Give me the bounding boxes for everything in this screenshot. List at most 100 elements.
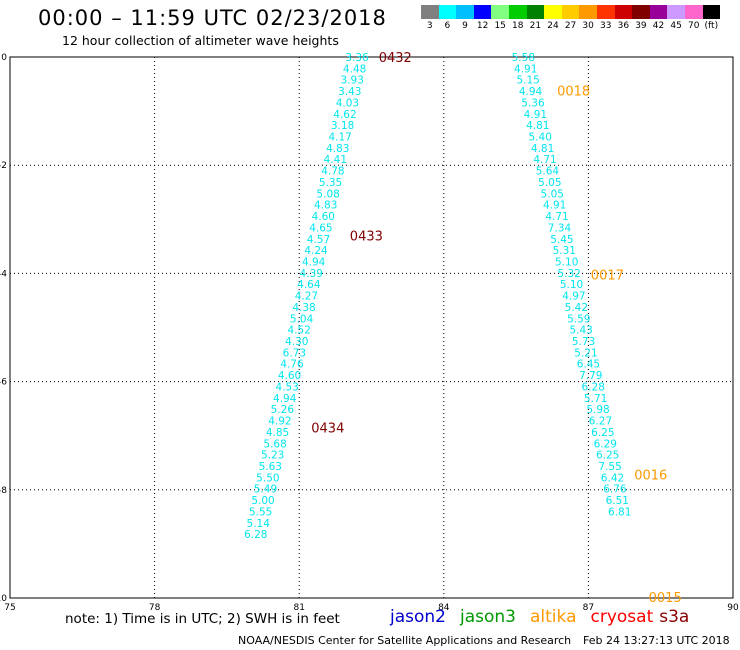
wave-height-value: 4.91	[543, 200, 566, 212]
wave-height-value: 5.58	[512, 52, 535, 64]
legend-item-cryosat: cryosat	[590, 607, 654, 627]
wave-height-value: 3.36	[345, 52, 369, 64]
wave-height-value: 4.71	[545, 211, 568, 223]
wave-height-value: 3.93	[341, 75, 364, 87]
color-scale-label: 30	[582, 21, 594, 31]
wave-height-value: 5.35	[319, 177, 342, 189]
wave-height-value: 4.52	[288, 325, 311, 337]
wave-height-value: 4.24	[304, 245, 328, 257]
color-scale-label: 27	[564, 21, 577, 31]
wave-height-value: 4.27	[295, 291, 318, 303]
color-scale-label: 15	[494, 21, 506, 31]
plot-frame	[9, 56, 734, 599]
wave-height-value: 4.65	[309, 222, 332, 234]
color-swatch	[596, 5, 615, 19]
wave-height-value: 6.25	[591, 427, 614, 439]
color-scale-label: 6	[444, 21, 451, 31]
wave-height-value: 4.94	[273, 393, 297, 405]
color-swatch	[614, 5, 633, 19]
x-tick-label: 78	[149, 603, 161, 613]
color-scale-label: 12	[476, 21, 489, 31]
wave-height-value: 4.81	[526, 120, 549, 132]
x-tick-label: 90	[727, 603, 739, 613]
color-swatch	[438, 5, 457, 19]
wave-height-value: 5.00	[251, 495, 274, 507]
color-scale-label: 21	[529, 21, 542, 31]
color-swatch	[579, 5, 597, 19]
wave-height-value: 4.62	[333, 109, 356, 121]
pass-time-label: 0433	[350, 230, 383, 245]
x-tick-label: 87	[583, 603, 594, 613]
wave-height-value: 5.98	[586, 404, 609, 416]
legend-item-altika: altika	[530, 607, 577, 627]
color-swatch	[508, 5, 527, 19]
wave-height-value: 6.29	[594, 438, 617, 450]
color-swatch	[649, 5, 668, 19]
wave-height-value: 5.10	[555, 256, 578, 268]
color-scale	[421, 5, 721, 19]
wave-height-value: 4.39	[300, 268, 323, 280]
wave-height-value: 4.30	[285, 336, 308, 348]
legend-item-jason2: jason2	[390, 607, 446, 627]
wave-height-value: 5.15	[516, 75, 539, 87]
wave-height-value: 5.04	[290, 313, 314, 325]
color-scale-label: 39	[635, 21, 647, 31]
wave-height-value: 5.10	[560, 279, 583, 291]
wave-height-value: 4.60	[312, 211, 335, 223]
color-swatch	[561, 5, 580, 19]
wave-height-value: 4.91	[524, 109, 547, 121]
wave-height-value: 5.45	[550, 234, 573, 246]
wave-height-value: 6.42	[601, 472, 624, 484]
color-scale-label: 36	[617, 21, 630, 31]
wave-height-value: 5.08	[316, 188, 339, 200]
wave-height-value: 5.71	[584, 393, 607, 405]
color-swatch	[456, 5, 474, 19]
wave-height-value: 5.73	[572, 336, 595, 348]
color-scale-label: 3	[426, 21, 433, 31]
wave-height-value: 5.68	[263, 438, 286, 450]
wave-height-value: 4.78	[321, 166, 344, 178]
y-tick-label: -10	[0, 594, 7, 604]
color-scale-label: 9	[462, 21, 468, 31]
page-title: 00:00 – 11:59 UTC 02/23/2018	[38, 6, 387, 30]
wave-height-value: 3.43	[338, 86, 361, 98]
pass-time-label: 0016	[634, 469, 667, 484]
wave-height-value: 5.50	[256, 472, 279, 484]
wave-height-value: 6.25	[596, 450, 619, 462]
color-scale-label: 70	[687, 21, 700, 31]
wave-height-value: 4.53	[275, 381, 298, 393]
wave-height-value: 7.34	[548, 222, 572, 234]
wave-height-value: 4.60	[278, 370, 301, 382]
color-swatch	[544, 5, 562, 19]
wave-height-value: 6.51	[606, 495, 629, 507]
color-scale-label: (ft)	[704, 21, 719, 31]
x-tick-label: 84	[438, 603, 450, 613]
wave-height-value: 5.31	[553, 245, 576, 257]
wave-height-value: 5.64	[536, 166, 560, 178]
wave-height-value: 5.23	[261, 450, 284, 462]
wave-height-value: 5.32	[557, 268, 580, 280]
wave-height-value: 4.03	[336, 97, 359, 109]
wave-height-value: 6.28	[244, 529, 267, 541]
x-tick-label: 81	[293, 603, 304, 613]
color-swatch	[667, 5, 685, 19]
wave-height-value: 4.48	[343, 63, 366, 75]
y-tick-label: -4	[0, 269, 7, 279]
color-scale-label: 24	[547, 21, 559, 31]
wave-height-value: 5.36	[521, 97, 545, 109]
wave-height-value: 5.49	[254, 484, 277, 496]
wave-height-value: 4.17	[328, 132, 351, 144]
legend-item-s3a: s3a	[659, 607, 690, 627]
wave-height-value: 6.76	[603, 484, 627, 496]
wave-height-value: 4.76	[280, 359, 304, 371]
wave-height-value: 5.40	[529, 132, 552, 144]
y-tick-label: -6	[0, 378, 7, 388]
wave-height-value: 5.26	[271, 404, 295, 416]
wave-height-value: 5.05	[541, 188, 564, 200]
y-tick-label: 0	[1, 53, 7, 63]
satellite-legend: jason2 jason3 altika cryosat s3a	[390, 607, 703, 627]
color-scale-label: 45	[670, 21, 682, 31]
generated-timestamp: Feb 24 13:27:13 UTC 2018	[583, 634, 730, 647]
wave-height-value: 5.05	[538, 177, 561, 189]
